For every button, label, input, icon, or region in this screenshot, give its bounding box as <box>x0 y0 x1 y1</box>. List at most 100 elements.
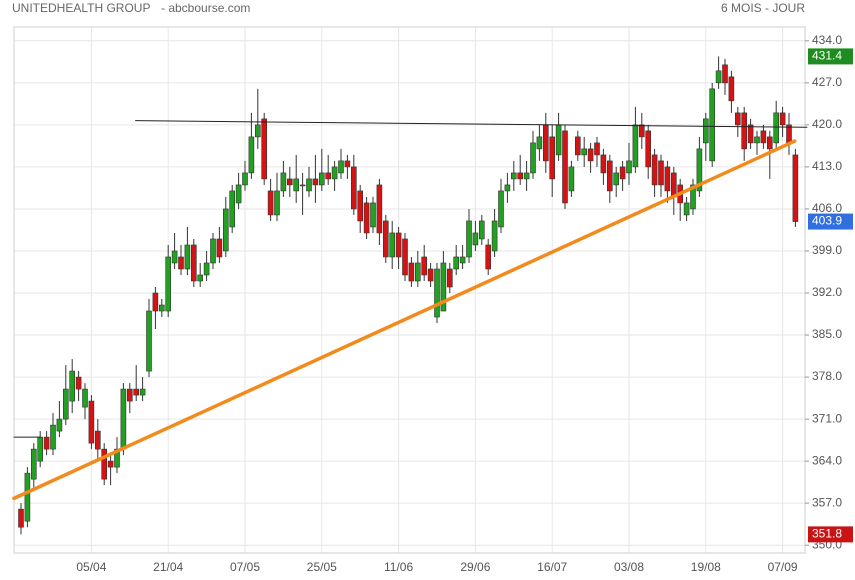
candle-body <box>773 112 780 144</box>
y-tick-label: 406.0 <box>812 201 842 215</box>
candle-body <box>638 124 645 138</box>
candle-body <box>613 172 620 186</box>
candle-body <box>216 238 223 258</box>
candle-body <box>402 238 408 276</box>
x-tick-label: 07/09 <box>768 560 798 574</box>
x-tick-label: 29/06 <box>460 560 490 574</box>
candle-body <box>645 130 652 168</box>
candle-body <box>82 388 88 408</box>
candle-body <box>293 178 300 192</box>
candle-body <box>107 460 114 468</box>
trend-line <box>12 139 797 501</box>
y-tick-label: 378.0 <box>812 369 842 383</box>
candle-body <box>299 184 306 187</box>
candle-body <box>696 148 703 192</box>
candle-body <box>24 472 31 522</box>
candle-body <box>670 172 677 198</box>
candle-body <box>549 136 556 180</box>
candle-body <box>741 112 748 150</box>
candle-body <box>747 124 754 144</box>
candle-body <box>370 202 376 228</box>
candle-body <box>229 190 235 228</box>
candle-body <box>664 166 671 192</box>
candle-body <box>184 244 191 270</box>
candle-body <box>165 256 171 312</box>
candle-body <box>133 388 139 396</box>
price-badge-label: 431.4 <box>812 49 842 63</box>
candle-body <box>350 166 357 210</box>
candle-body <box>498 190 504 228</box>
candle-body <box>210 238 216 264</box>
candle-body <box>440 262 447 312</box>
candle-body <box>376 184 383 234</box>
y-tick-label: 392.0 <box>812 285 842 299</box>
candle-body <box>414 262 421 282</box>
price-badge <box>808 213 853 230</box>
y-tick-label: 420.0 <box>812 117 842 131</box>
x-tick-label: 07/05 <box>230 560 260 574</box>
x-tick-label: 03/08 <box>614 560 644 574</box>
candle-body <box>274 190 280 216</box>
candle-body <box>344 160 351 168</box>
candle-body <box>715 70 722 84</box>
candle-body <box>459 256 466 264</box>
candle-body <box>191 244 197 282</box>
candle-body <box>619 166 626 180</box>
candle-body <box>382 220 389 258</box>
candle-body <box>357 190 364 222</box>
y-tick-label: 357.0 <box>812 495 842 509</box>
x-tick-label: 05/04 <box>76 560 106 574</box>
candle-body <box>261 118 268 180</box>
candle-body <box>114 448 120 468</box>
candle-body <box>446 268 453 288</box>
candle-body <box>690 184 696 210</box>
candle-body <box>792 154 799 222</box>
candle-body <box>69 370 75 402</box>
candle-body <box>536 136 543 150</box>
x-tick-label: 21/04 <box>153 560 183 574</box>
candle-body <box>574 136 581 156</box>
candle-body <box>43 436 50 450</box>
candle-body <box>562 130 568 204</box>
candle-body <box>267 190 274 216</box>
candle-body <box>306 178 312 192</box>
candle-body <box>338 160 344 174</box>
candle-body <box>255 124 261 138</box>
x-tick-label: 19/08 <box>691 560 721 574</box>
candle-body <box>152 292 159 312</box>
marks <box>12 56 808 535</box>
candle-body <box>555 124 562 156</box>
y-tick-label: 371.0 <box>812 411 842 425</box>
candle-body <box>683 202 690 216</box>
x-tick-label: 11/06 <box>384 560 413 574</box>
candle-body <box>754 136 760 144</box>
candle-body <box>318 172 325 186</box>
candle-body <box>62 388 69 420</box>
candle-body <box>56 418 63 432</box>
candle-body <box>50 424 56 450</box>
candle-body <box>421 256 428 276</box>
candle-body <box>88 400 95 444</box>
candle-body <box>146 310 152 372</box>
candle-body <box>248 136 255 174</box>
candle-body <box>523 172 530 180</box>
candle-body <box>95 430 101 450</box>
price-badge <box>808 526 853 543</box>
candle-body <box>363 202 370 234</box>
candle-body <box>530 142 536 174</box>
candle-body <box>587 148 594 162</box>
x-tick-label: 25/05 <box>307 560 337 574</box>
candle-body <box>101 448 107 480</box>
candle-body <box>728 76 735 102</box>
candle-body <box>478 220 485 240</box>
candle-body <box>178 256 184 270</box>
candle-body <box>427 268 434 282</box>
plot-frame <box>13 26 806 554</box>
price-badge-label: 351.8 <box>812 527 842 541</box>
candle-body <box>37 436 44 462</box>
candle-body <box>280 172 287 192</box>
candle-body <box>120 388 127 450</box>
candle-body <box>504 184 511 192</box>
